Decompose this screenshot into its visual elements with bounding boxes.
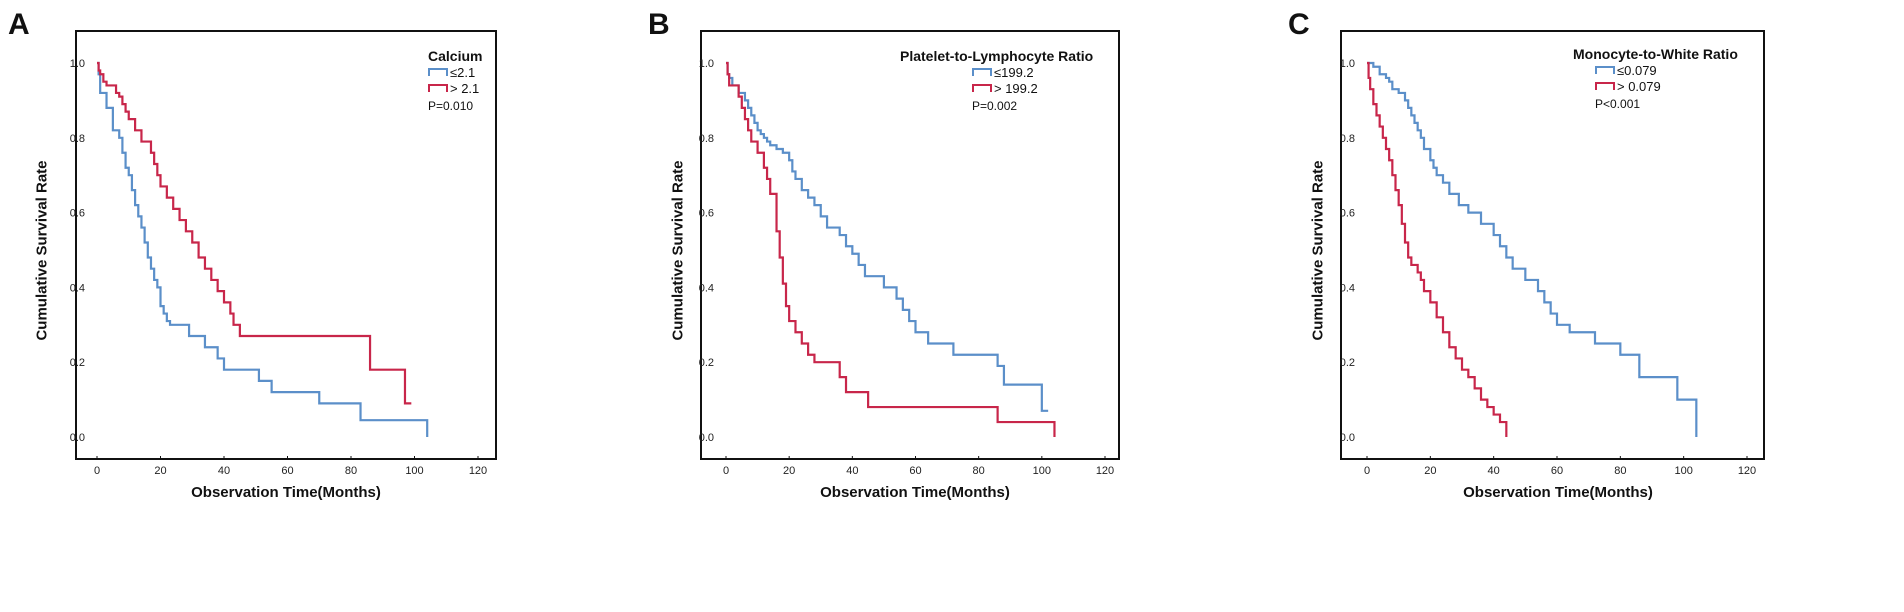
x-axis-label: Observation Time(Months) <box>820 484 1010 501</box>
y-tick-label: 1.0 <box>1340 58 1355 70</box>
x-axis-label: Observation Time(Months) <box>1463 484 1653 501</box>
legend-item-low: ≤199.2 <box>972 64 1093 80</box>
legend-label-high: > 199.2 <box>994 80 1038 96</box>
survival-curve-low <box>1367 61 1698 437</box>
x-tick-label: 20 <box>154 465 166 477</box>
legend-item-high: > 199.2 <box>972 80 1093 96</box>
x-tick-label: 100 <box>405 465 423 477</box>
legend-item-high: > 0.079 <box>1595 78 1738 94</box>
p-value: P<0.001 <box>1595 97 1641 111</box>
x-tick-label: 120 <box>469 465 487 477</box>
x-tick-label: 60 <box>281 465 293 477</box>
plot-frame <box>75 30 497 460</box>
x-tick-label: 40 <box>1488 465 1500 477</box>
legend: Monocyte-to-White Ratio ≤0.079 > 0.079 P… <box>1573 46 1738 111</box>
x-tick-label: 80 <box>345 465 357 477</box>
panel-label: B <box>648 8 670 41</box>
legend: Calcium ≤2.1 > 2.1 P=0.010 <box>428 48 482 113</box>
legend-item-low: ≤0.079 <box>1595 62 1738 78</box>
x-tick-label: 80 <box>973 465 985 477</box>
survival-curve-high <box>726 61 1056 437</box>
panel-c: C Cumulative Survival Rate 0 20 40 60 80 100 1… <box>1280 0 1904 612</box>
legend-label-high: > 0.079 <box>1617 78 1661 94</box>
legend-item-high: > 2.1 <box>428 80 482 96</box>
x-tick-label: 0 <box>1364 465 1370 477</box>
km-plot: 0 20 40 60 80 100 120 0.0 0.2 0.4 0.6 0.8 1.0 <box>699 58 1114 477</box>
legend-title: Monocyte-to-White Ratio <box>1573 46 1738 62</box>
y-tick-label: 0.2 <box>1340 357 1355 369</box>
y-tick-label: 0.2 <box>70 357 85 369</box>
x-tick-label: 40 <box>846 465 858 477</box>
km-plot: 0 20 40 60 80 100 120 0.0 0.2 0.4 0.6 0.8 1.0 <box>70 58 487 477</box>
survival-curve-low <box>726 61 1049 412</box>
y-tick-label: 0.6 <box>1340 208 1355 220</box>
panel-a: A Cumulative Survival Rate 0 20 40 60 80 100 1… <box>0 0 640 612</box>
x-tick-label: 80 <box>1614 465 1626 477</box>
legend-label-high: > 2.1 <box>450 80 480 96</box>
x-tick-label: 120 <box>1738 465 1756 477</box>
panel-label: C <box>1288 8 1310 41</box>
y-tick-label: 1.0 <box>70 58 85 70</box>
x-tick-label: 100 <box>1674 465 1692 477</box>
legend-title: Platelet-to-Lymphocyte Ratio <box>900 48 1094 64</box>
y-tick-label: 0.0 <box>70 432 85 444</box>
y-tick-label: 0.8 <box>1340 133 1355 145</box>
y-tick-label: 0.0 <box>1340 432 1355 444</box>
legend-swatch-low <box>972 68 992 76</box>
legend-label-low: ≤2.1 <box>450 64 476 80</box>
legend-swatch-high <box>1595 82 1615 90</box>
y-tick-label: 0.4 <box>699 282 714 294</box>
x-tick-label: 60 <box>909 465 921 477</box>
p-value: P=0.002 <box>972 99 1018 113</box>
x-tick-label: 40 <box>218 465 230 477</box>
y-tick-label: 1.0 <box>699 58 714 70</box>
p-value: P=0.010 <box>428 99 474 113</box>
survival-curve-high <box>97 61 412 405</box>
panel-label: A <box>8 8 30 41</box>
legend-title: Calcium <box>428 48 483 64</box>
legend: Platelet-to-Lymphocyte Ratio ≤199.2 > 19… <box>900 48 1093 113</box>
survival-curve-low <box>97 61 429 437</box>
survival-curve-high <box>1367 61 1508 437</box>
y-tick-label: 0.6 <box>70 208 85 220</box>
x-tick-label: 120 <box>1096 465 1114 477</box>
legend-swatch-high <box>428 84 448 92</box>
km-plot: 0 20 40 60 80 100 120 0.0 0.2 0.4 0.6 0.8 1.0 <box>1340 58 1756 477</box>
panel-b: B Cumulative Survival Rate 0 20 40 60 80 100 1… <box>640 0 1280 612</box>
x-axis-label: Observation Time(Months) <box>191 484 381 501</box>
y-tick-label: 0.8 <box>70 133 85 145</box>
x-tick-label: 20 <box>783 465 795 477</box>
y-tick-label: 0.0 <box>699 432 714 444</box>
x-tick-label: 60 <box>1551 465 1563 477</box>
legend-swatch-low <box>1595 66 1615 74</box>
plot-frame <box>700 30 1120 460</box>
legend-item-low: ≤2.1 <box>428 64 482 80</box>
y-tick-label: 0.6 <box>699 208 714 220</box>
y-tick-label: 0.2 <box>699 357 714 369</box>
legend-label-low: ≤0.079 <box>1617 62 1657 78</box>
legend-swatch-low <box>428 68 448 76</box>
x-tick-label: 0 <box>723 465 729 477</box>
legend-label-low: ≤199.2 <box>994 64 1034 80</box>
x-tick-label: 20 <box>1424 465 1436 477</box>
plot-frame <box>1340 30 1765 460</box>
x-tick-label: 100 <box>1033 465 1051 477</box>
y-tick-label: 0.8 <box>699 133 714 145</box>
y-tick-label: 0.4 <box>1340 282 1355 294</box>
x-tick-label: 0 <box>94 465 100 477</box>
y-tick-label: 0.4 <box>70 282 85 294</box>
legend-swatch-high <box>972 84 992 92</box>
